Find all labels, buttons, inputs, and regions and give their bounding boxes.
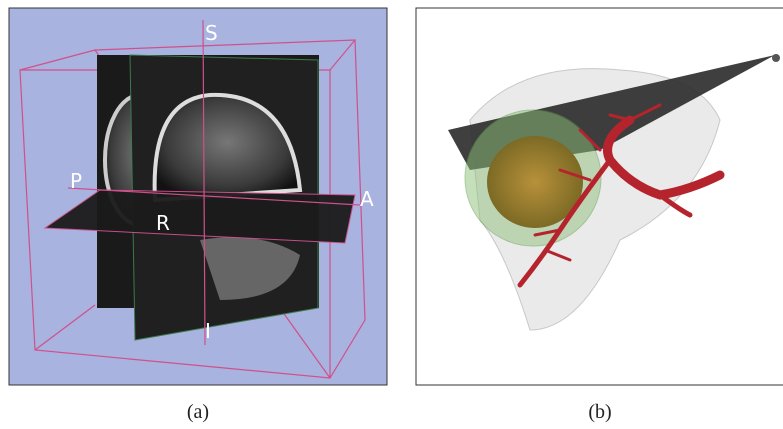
axis-label: A <box>360 187 374 211</box>
probe-tip <box>772 54 780 62</box>
panel-b <box>416 8 783 385</box>
caption: (b) <box>588 401 611 423</box>
caption: (a) <box>187 401 209 423</box>
axis-label: S <box>205 21 218 45</box>
axis-label: I <box>205 319 211 343</box>
figure: S P A R I (a) (b) <box>0 0 783 429</box>
axis-label: R <box>156 211 170 235</box>
panel-a: S P A R I <box>9 8 387 385</box>
axis-label: P <box>70 169 82 193</box>
